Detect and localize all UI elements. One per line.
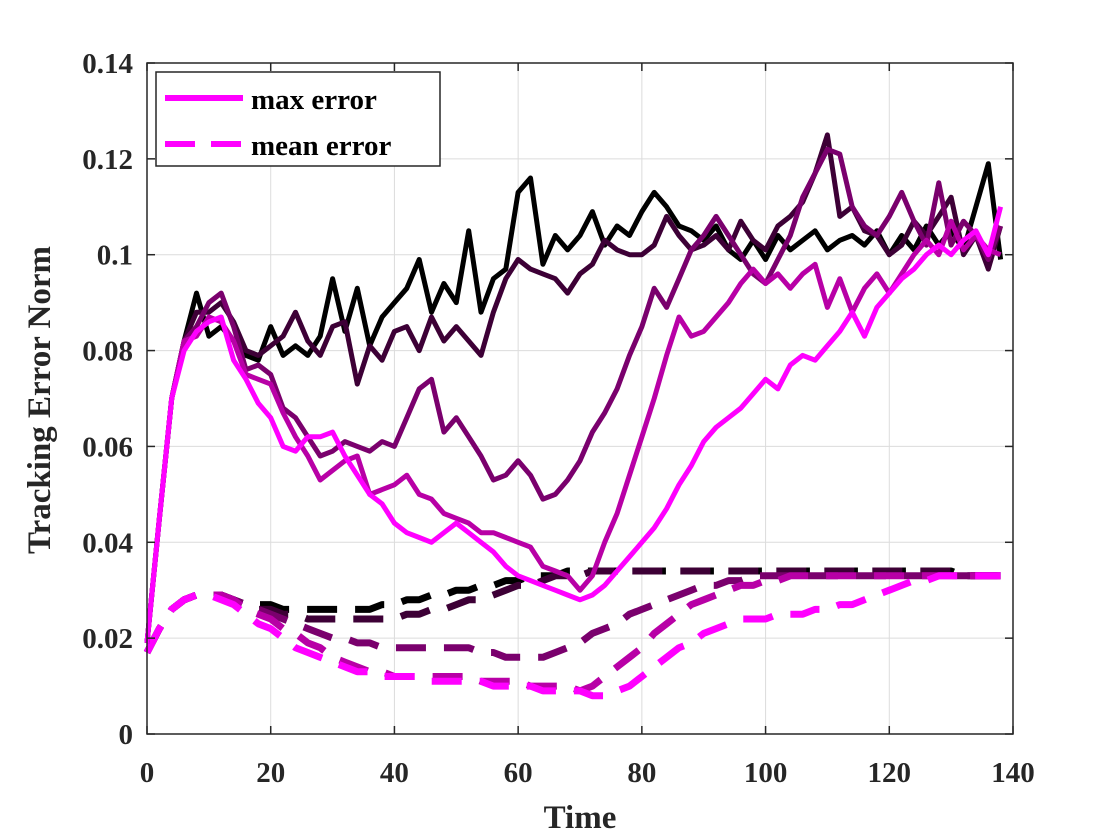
mean-error-line-9 [143, 572, 1001, 700]
legend-label-max-error: max error [251, 84, 377, 116]
tick-marks [146, 62, 1014, 735]
mean-error-line-7 [143, 572, 1001, 661]
max-error-line-0 [144, 161, 1004, 644]
plot-area [147, 63, 1013, 734]
y-tick-label: 0 [119, 719, 134, 751]
y-tick-label: 0.06 [82, 431, 133, 463]
max-error-line-2 [144, 146, 1003, 644]
legend-box [155, 71, 441, 167]
x-tick-label: 40 [380, 757, 409, 789]
series-group [143, 132, 1004, 700]
y-tick-label: 0.14 [82, 48, 133, 80]
x-tick-label: 0 [140, 757, 155, 789]
legend-label-mean-error: mean error [251, 130, 391, 162]
x-tick-label: 100 [744, 757, 788, 789]
max-error-line-3 [144, 218, 1002, 644]
y-tick-label: 0.12 [82, 144, 133, 176]
x-tick-label: 80 [627, 757, 656, 789]
y-tick-label: 0.1 [97, 240, 133, 272]
x-tick-label: 20 [256, 757, 285, 789]
x-tick-label: 120 [868, 757, 912, 789]
legend: max error mean error [155, 71, 441, 167]
x-tick-label: 140 [991, 757, 1035, 789]
max-error-line-4 [144, 206, 1004, 644]
axes-box [146, 62, 1014, 735]
y-tick-label: 0.02 [82, 623, 133, 655]
x-axis-title: Time [544, 800, 617, 836]
x-tick-labels: 0 20 40 60 80 100 120 140 [140, 757, 1035, 789]
y-axis-title: Tracking Error Norm [22, 246, 58, 554]
x-tick-label: 60 [504, 757, 533, 789]
y-tick-label: 0.08 [82, 336, 133, 368]
y-tick-labels: 0 0.02 0.04 0.06 0.08 0.1 0.12 0.14 [82, 48, 133, 751]
y-tick-label: 0.04 [82, 527, 133, 559]
